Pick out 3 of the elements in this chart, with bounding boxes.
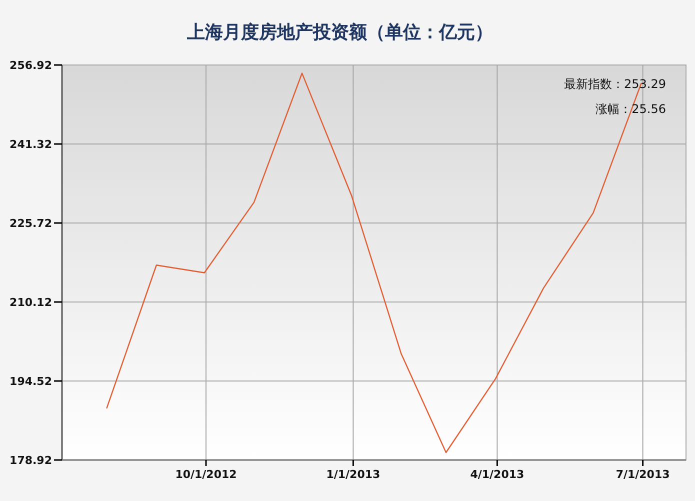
title: 上海月度房地产投资额（单位：亿元） (187, 22, 493, 43)
annotation: 最新指数：253.29 (564, 77, 666, 91)
annotation: 涨幅：25.56 (596, 102, 666, 116)
